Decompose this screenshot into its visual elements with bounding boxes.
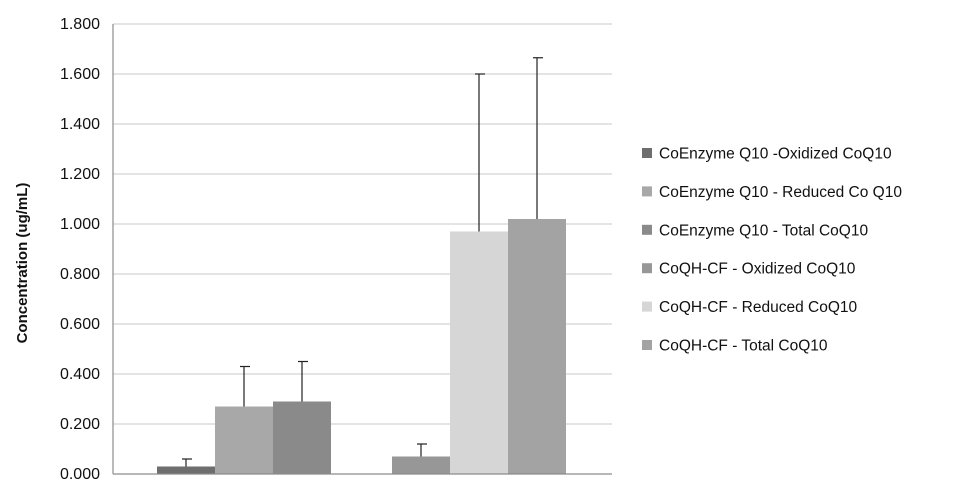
legend-label: CoEnzyme Q10 -Oxidized CoQ10	[659, 146, 892, 163]
y-tick-label: 0.000	[60, 466, 100, 479]
legend: CoEnzyme Q10 -Oxidized CoQ10 CoEnzyme Q10…	[642, 146, 902, 355]
y-tick-label: 1.800	[60, 16, 100, 33]
legend-swatch	[642, 224, 652, 235]
legend-swatch	[642, 148, 652, 158]
bar	[157, 466, 215, 474]
legend-label: CoQH-CF - Oxidized CoQ10	[659, 261, 856, 278]
bar	[450, 231, 508, 474]
y-tick-label: 1.000	[60, 216, 100, 233]
legend-label: CoEnzyme Q10 - Reduced Co Q10	[659, 184, 902, 201]
y-tick-label: 1.600	[60, 66, 100, 83]
y-tick-label: 0.200	[60, 416, 100, 433]
legend-label: CoQH-CF - Reduced CoQ10	[659, 299, 858, 316]
y-axis-label: Concentration (ug/mL)	[14, 183, 31, 344]
bar	[273, 401, 331, 474]
y-axis-ticks: 0.000 0.200 0.400 0.600 0.800 1.000 1.200 1.400…	[60, 16, 100, 479]
legend-swatch	[642, 186, 652, 197]
bars	[157, 57, 566, 474]
y-tick-label: 0.400	[60, 366, 100, 383]
gridlines	[113, 23, 612, 425]
bar	[392, 456, 450, 474]
legend-label: CoQH-CF - Total CoQ10	[659, 338, 828, 355]
legend-swatch	[642, 263, 652, 274]
legend-swatch	[642, 340, 652, 350]
bar	[215, 406, 273, 474]
legend-swatch	[642, 301, 652, 312]
bar	[508, 219, 566, 474]
y-tick-label: 1.200	[60, 166, 100, 183]
axes	[112, 24, 612, 475]
y-tick-label: 0.800	[60, 266, 100, 283]
legend-label: CoEnzyme Q10 - Total CoQ10	[659, 222, 868, 239]
y-tick-label: 1.400	[60, 116, 100, 133]
y-tick-label: 0.600	[60, 316, 100, 333]
